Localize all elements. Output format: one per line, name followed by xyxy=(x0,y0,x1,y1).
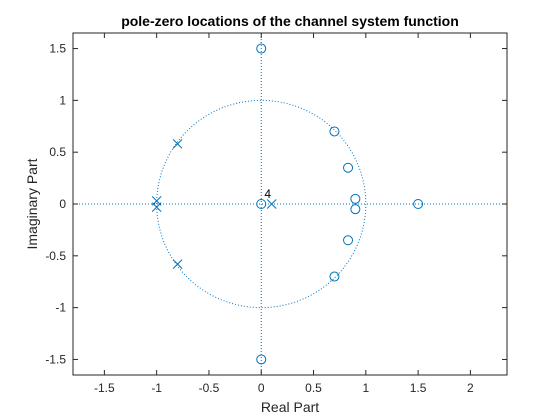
zero-marker xyxy=(256,354,267,365)
zero-marker xyxy=(343,235,354,246)
x-tick-label: 0.5 xyxy=(305,381,322,395)
pole-marker xyxy=(172,139,183,149)
zero-marker xyxy=(350,193,361,204)
pole-marker xyxy=(266,199,277,209)
y-tick-label: 1.5 xyxy=(49,42,66,56)
x-tick-label: 1.5 xyxy=(410,381,427,395)
x-axis-label: Real Part xyxy=(261,399,319,415)
zero-marker xyxy=(329,271,340,282)
y-tick-label: 0.5 xyxy=(49,145,66,159)
y-axis-label: Imaginary Part xyxy=(24,158,40,249)
pole-marker xyxy=(151,202,162,212)
zero-marker xyxy=(350,204,361,215)
y-tick-label: -1.5 xyxy=(45,352,66,366)
zero-marker xyxy=(413,199,424,209)
y-tick-label: 0 xyxy=(59,197,66,211)
zero-marker xyxy=(256,199,267,209)
x-tick-label: -1 xyxy=(151,381,162,395)
plot-area: -1.5 -1 -0.5 0 0.5 1 1.5 2 -1.5 -1 -0.5 0 0.5 1 1.5 4 xyxy=(45,32,508,395)
x-tick-label: -0.5 xyxy=(199,381,220,395)
chart-title: pole-zero locations of the channel syste… xyxy=(121,13,459,29)
y-tick-label: -1 xyxy=(55,301,66,315)
y-tick-label: 1 xyxy=(59,93,66,107)
pole-marker xyxy=(172,259,183,269)
x-tick-label: -1.5 xyxy=(94,381,115,395)
x-tick-label: 0 xyxy=(258,381,265,395)
zero-marker xyxy=(329,126,340,137)
y-tick-label: -0.5 xyxy=(45,249,66,263)
zero-marker xyxy=(256,43,267,54)
zero-marker xyxy=(343,162,354,173)
x-tick-label: 1 xyxy=(362,381,369,395)
unit-circle xyxy=(156,99,367,309)
x-tick-label: 2 xyxy=(467,381,474,395)
multiplicity-annotation: 4 xyxy=(264,187,271,201)
